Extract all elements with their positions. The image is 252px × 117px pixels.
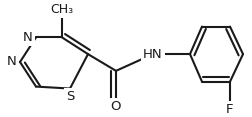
Text: HN: HN bbox=[143, 48, 162, 61]
Text: F: F bbox=[225, 103, 233, 116]
Text: N: N bbox=[7, 55, 17, 68]
Text: CH₃: CH₃ bbox=[50, 3, 73, 16]
Text: O: O bbox=[110, 100, 121, 113]
Text: N: N bbox=[23, 31, 33, 44]
Text: S: S bbox=[66, 90, 74, 103]
